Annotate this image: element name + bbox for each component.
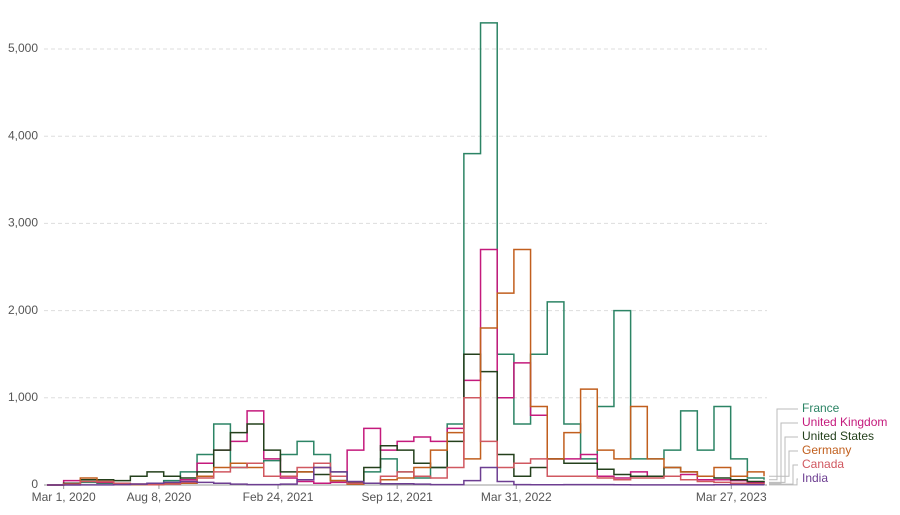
legend-label: United Kingdom	[802, 415, 887, 429]
series-line	[46, 466, 765, 486]
legend-connector	[769, 478, 798, 486]
y-tick-label: 5,000	[8, 41, 38, 55]
x-tick-label: Feb 24, 2021	[243, 490, 314, 504]
legend-connector	[769, 450, 798, 477]
legend-connector	[769, 436, 798, 483]
y-tick-label: 3,000	[8, 216, 38, 230]
legend-connector	[769, 408, 798, 481]
series-line	[46, 353, 765, 486]
x-tick-label: Aug 8, 2020	[127, 490, 192, 504]
y-tick-label: 2,000	[8, 303, 38, 317]
legend-label: India	[802, 471, 828, 485]
x-tick-label: Mar 1, 2020	[32, 490, 96, 504]
legend-label: United States	[802, 429, 874, 443]
y-tick-label: 1,000	[8, 390, 38, 404]
series-line	[46, 397, 765, 486]
legend-label: Canada	[802, 457, 844, 471]
x-tick-label: Mar 31, 2022	[481, 490, 552, 504]
x-tick-label: Sep 12, 2021	[361, 490, 433, 504]
legend-label: Germany	[802, 443, 851, 457]
series-line	[46, 22, 765, 486]
legend-connector	[769, 464, 798, 485]
legend-label: France	[802, 401, 840, 415]
x-tick-label: Mar 27, 2023	[696, 490, 767, 504]
y-tick-label: 4,000	[8, 128, 38, 142]
y-tick-label: 0	[31, 477, 38, 491]
legend-connector	[769, 422, 798, 484]
